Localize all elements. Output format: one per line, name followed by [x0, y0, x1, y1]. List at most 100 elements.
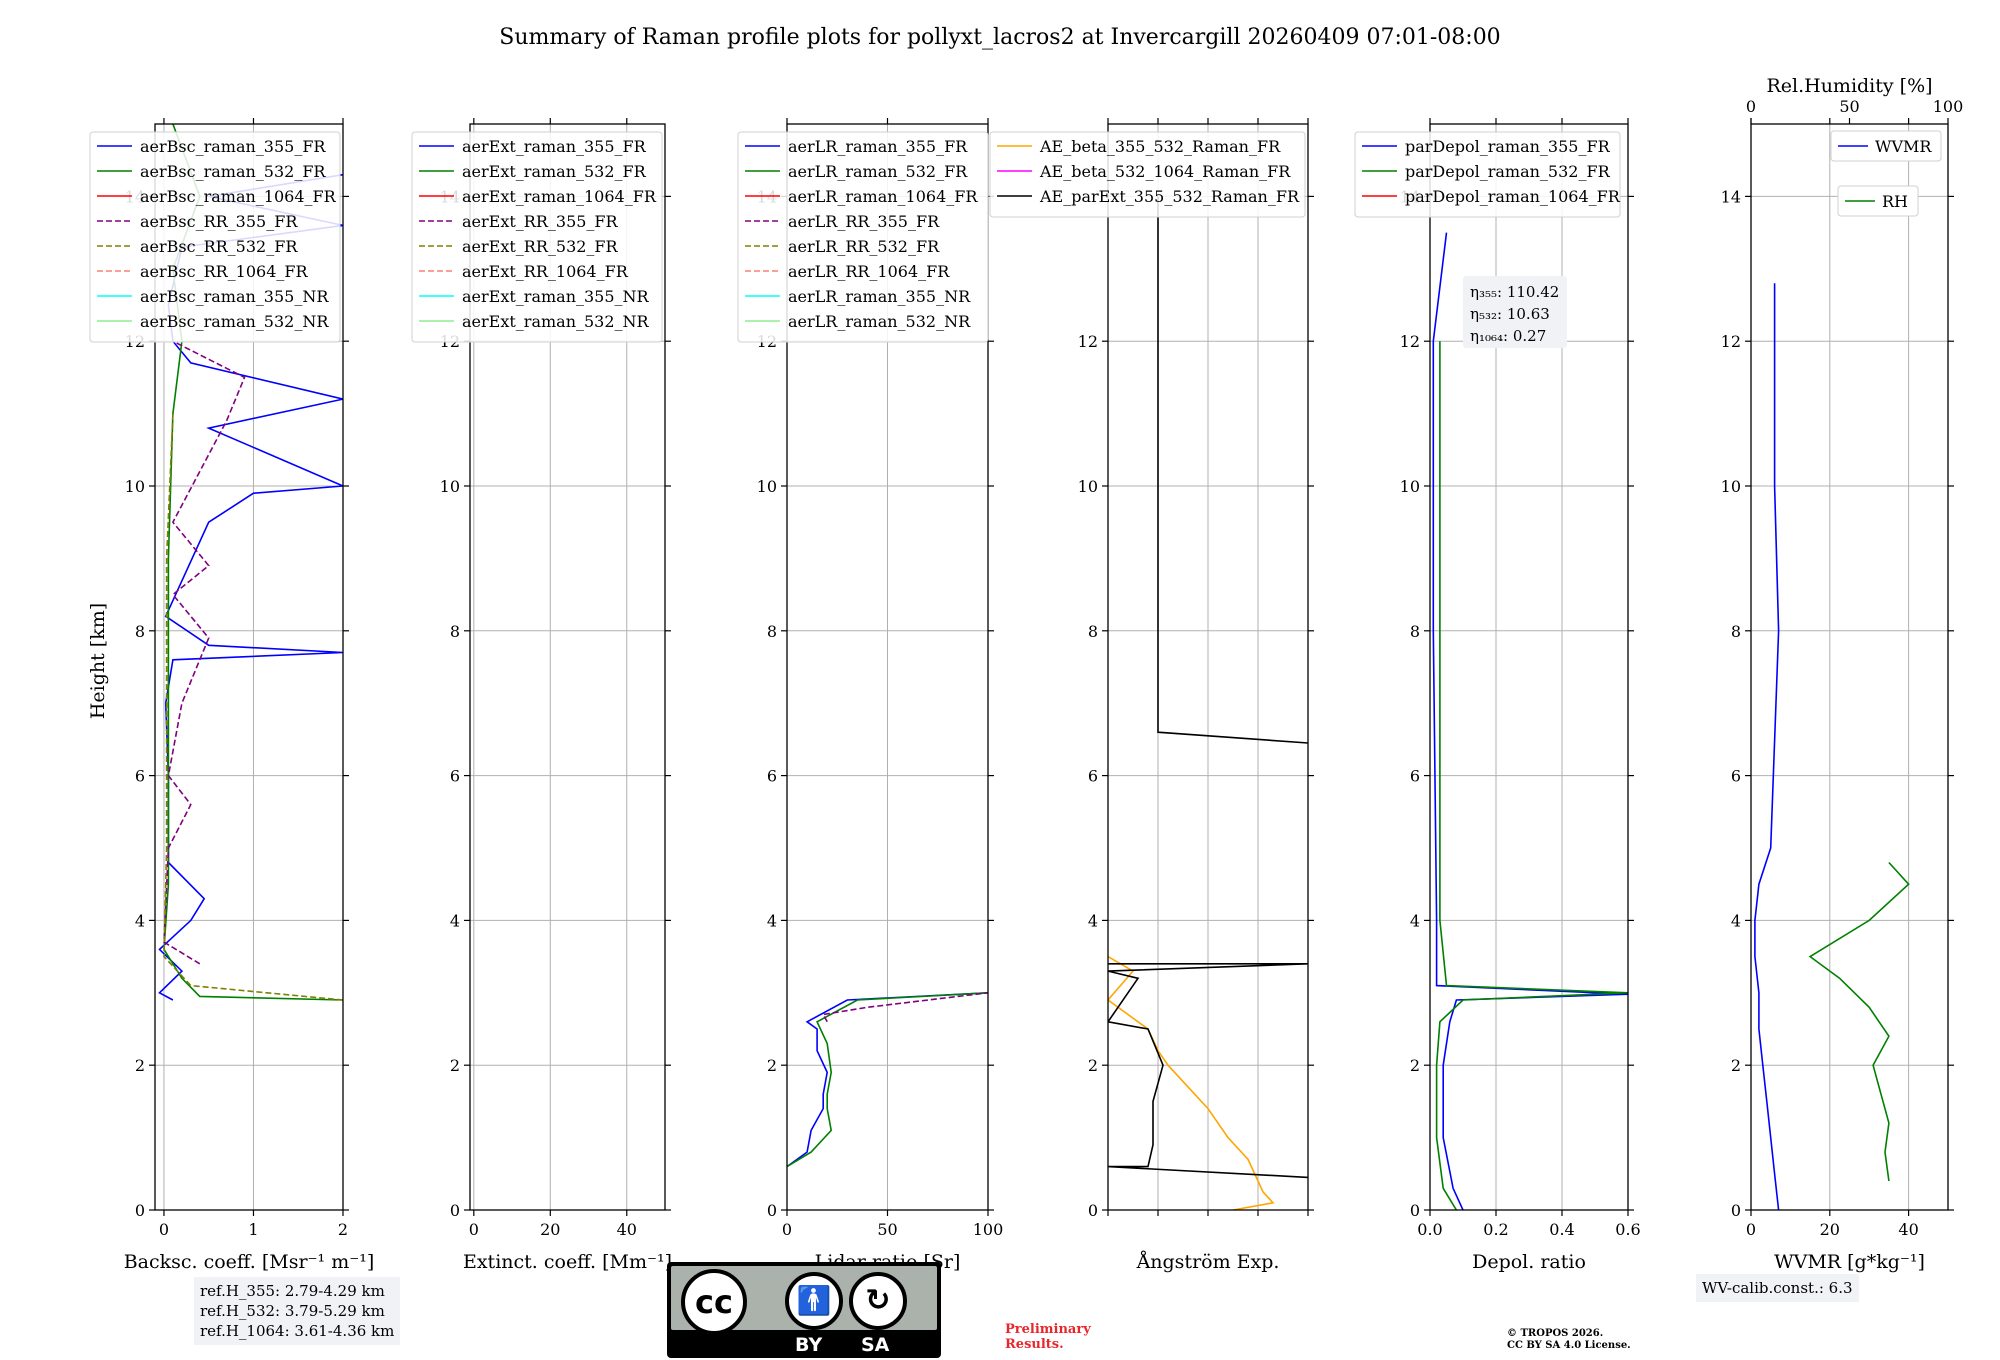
sa-share-alike-icon: ↻ — [849, 1272, 907, 1330]
legend-label: aerExt_raman_532_FR — [462, 162, 647, 181]
refh-355: ref.H_355: 2.79-4.29 km — [200, 1282, 385, 1300]
y-tick-label: 8 — [1088, 622, 1098, 641]
x-tick-label: 1 — [248, 1220, 258, 1239]
y-tick-label: 6 — [1088, 767, 1098, 786]
y-tick-label: 6 — [1731, 767, 1741, 786]
panel-4: 0 2 4 6 8 10 12 Ångström Exp. AE_beta_355_532_Ra… — [989, 118, 1314, 1273]
y-tick-label: 14 — [1721, 187, 1741, 206]
annotation-line: η₃₅₅: 110.42 — [1470, 283, 1559, 301]
series-WVMR — [1754, 283, 1780, 1210]
x2-tick-label: 0 — [1746, 97, 1756, 116]
series-parDepol_raman_355_FR — [1432, 232, 1628, 1210]
cc-icon-text: cc — [695, 1283, 733, 1321]
annotation-line: η₁₀₆₄: 0.27 — [1470, 327, 1546, 345]
y-tick-label: 10 — [440, 477, 460, 496]
x-axis-label: WVMR [g*kg⁻¹] — [1774, 1251, 1925, 1273]
legend-label: aerExt_raman_532_NR — [462, 312, 650, 331]
y-tick-label: 8 — [1731, 622, 1741, 641]
y-tick-label: 12 — [1400, 332, 1420, 351]
x-tick-label: 0.0 — [1417, 1220, 1442, 1239]
by-person-icon: 🚹 — [785, 1272, 843, 1330]
y-tick-label: 0 — [767, 1201, 777, 1220]
y-tick-label: 2 — [1088, 1056, 1098, 1075]
annotation-box — [1463, 276, 1567, 348]
x-tick-label: 0 — [782, 1220, 792, 1239]
legend-label: aerExt_raman_355_NR — [462, 287, 650, 306]
axes-frame — [469, 123, 666, 1211]
y-tick-label: 6 — [1410, 767, 1420, 786]
legend-label: AE_parExt_355_532_Raman_FR — [1039, 187, 1300, 206]
x2-tick-label: 50 — [1839, 97, 1859, 116]
y-tick-label: 6 — [450, 767, 460, 786]
legend-frame — [411, 131, 663, 343]
legend-label: aerBsc_raman_355_NR — [140, 287, 329, 306]
y-tick-label: 4 — [450, 911, 460, 930]
y-tick-label: 0 — [1088, 1201, 1098, 1220]
series-group — [1432, 232, 1628, 1210]
axes-frame — [1750, 123, 1949, 1211]
legend-label: aerBsc_RR_1064_FR — [140, 262, 309, 281]
legend-label: parDepol_raman_532_FR — [1405, 162, 1611, 181]
y-tick-label: 8 — [1410, 622, 1420, 641]
x-tick-label: 2 — [338, 1220, 348, 1239]
series-AE_beta_355_532_Raman_FR — [1108, 955, 1275, 1210]
legend-frame — [1354, 131, 1621, 218]
axes-frame — [154, 123, 344, 1211]
y-tick-label: 4 — [1410, 911, 1420, 930]
legend-label: aerBsc_RR_355_FR — [140, 212, 298, 231]
x-tick-label: 0 — [159, 1220, 169, 1239]
legend: aerBsc_raman_355_FR aerBsc_raman_532_FRae… — [89, 131, 341, 343]
legend-label: aerBsc_RR_532_FR — [140, 237, 298, 256]
y-tick-label: 4 — [1731, 911, 1741, 930]
series-aerLR_RR_355_FR — [821, 992, 988, 1023]
legend-label: aerLR_raman_532_NR — [788, 312, 971, 331]
series-RH — [1808, 861, 1910, 1182]
wv-calib-box: WV-calib.const.: 6.3 — [1696, 1274, 1859, 1302]
y-tick-label: 10 — [757, 477, 777, 496]
figure-title: Summary of Raman profile plots for polly… — [499, 25, 1500, 50]
y-tick-label: 8 — [450, 622, 460, 641]
cc-sa-label: SA — [861, 1334, 890, 1356]
series-group — [1754, 283, 1910, 1210]
y-tick-label: 0 — [1410, 1201, 1420, 1220]
preliminary-line-1: Preliminary — [1005, 1322, 1091, 1337]
refh-532: ref.H_532: 3.79-5.29 km — [200, 1302, 385, 1320]
x-axis-label: Backsc. coeff. [Msr⁻¹ m⁻¹] — [124, 1251, 375, 1273]
reference-height-box: ref.H_355: 2.79-4.29 km ref.H_532: 3.79-… — [194, 1277, 401, 1345]
legend: aerLR_raman_355_FR aerLR_raman_532_FR aerL… — [737, 131, 989, 343]
panel-6: 0 2 4 6 8 10 12 14 0 20 40 WVMR [g*kg⁻¹] 0 50 100Rel.H… — [1721, 75, 1964, 1273]
legend-frame — [989, 131, 1306, 218]
x-tick-label: 0.4 — [1549, 1220, 1574, 1239]
legend-label: RH — [1882, 192, 1908, 211]
x2-tick-label: 100 — [1933, 97, 1964, 116]
series-aerLR_raman_532_FR — [787, 992, 988, 1168]
series-aerBsc_RR_532_FR — [163, 413, 343, 1001]
x-tick-label: 0 — [1746, 1220, 1756, 1239]
series-aerBsc_RR_355_FR — [163, 340, 246, 965]
x-tick-label: 20 — [540, 1220, 560, 1239]
y-tick-label: 12 — [1078, 332, 1098, 351]
legend-wvmr: WVMR — [1830, 130, 1942, 162]
annotation-line: η₅₃₂: 10.63 — [1470, 305, 1550, 323]
series-parDepol_raman_532_FR — [1435, 341, 1628, 1210]
axes-frame — [1429, 123, 1629, 1211]
legend-label: aerExt_RR_355_FR — [462, 212, 619, 231]
axes-frame — [786, 123, 989, 1211]
legend-label: aerLR_RR_355_FR — [788, 212, 940, 231]
series-AE_parExt_355_532_Raman_FR_upper — [1157, 196, 1308, 744]
eta-annotation: η₃₅₅: 110.42 η₅₃₂: 10.63 η₁₀₆₄: 0.27 — [1463, 276, 1567, 348]
y-tick-label: 10 — [1078, 477, 1098, 496]
legend-label: aerLR_RR_1064_FR — [788, 262, 950, 281]
preliminary-results-note: Preliminary Results. — [1005, 1322, 1091, 1352]
x-tick-label: 0 — [469, 1220, 479, 1239]
y-tick-label: 2 — [767, 1056, 777, 1075]
legend-label: aerExt_RR_532_FR — [462, 237, 619, 256]
x-tick-label: 50 — [877, 1220, 897, 1239]
legend-rh: RH — [1837, 185, 1919, 217]
panel-2: 0246810121402040Extinct. coeff. [Mm⁻¹]ae… — [411, 118, 672, 1273]
y-tick-label: 6 — [135, 767, 145, 786]
y-tick-label: 0 — [1731, 1201, 1741, 1220]
legend-label: parDepol_raman_1064_FR — [1405, 187, 1621, 206]
legend-frame — [89, 131, 341, 343]
